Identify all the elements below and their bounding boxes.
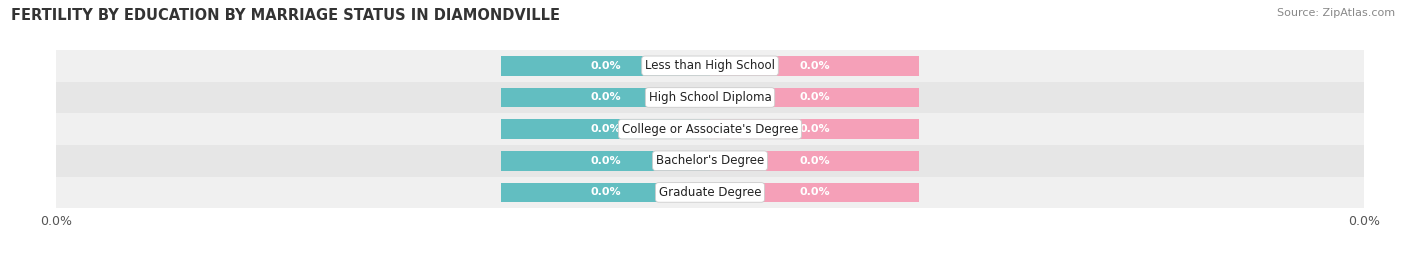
- Text: Source: ZipAtlas.com: Source: ZipAtlas.com: [1277, 8, 1395, 18]
- Bar: [56, 176, 1364, 208]
- Bar: [710, 183, 920, 202]
- Legend: Married, Unmarried: Married, Unmarried: [617, 264, 803, 269]
- Bar: [56, 82, 1364, 113]
- Bar: [56, 145, 1364, 176]
- Bar: [710, 88, 920, 107]
- Text: 0.0%: 0.0%: [591, 61, 620, 71]
- Bar: [501, 119, 710, 139]
- Text: 0.0%: 0.0%: [800, 124, 830, 134]
- Bar: [501, 151, 710, 171]
- Text: Less than High School: Less than High School: [645, 59, 775, 72]
- Text: 0.0%: 0.0%: [800, 156, 830, 166]
- Bar: [710, 56, 920, 76]
- Text: FERTILITY BY EDUCATION BY MARRIAGE STATUS IN DIAMONDVILLE: FERTILITY BY EDUCATION BY MARRIAGE STATU…: [11, 8, 560, 23]
- Text: Bachelor's Degree: Bachelor's Degree: [657, 154, 763, 167]
- Text: 0.0%: 0.0%: [591, 124, 620, 134]
- Text: 0.0%: 0.0%: [591, 187, 620, 197]
- Bar: [56, 50, 1364, 82]
- Bar: [710, 151, 920, 171]
- Bar: [56, 113, 1364, 145]
- Text: 0.0%: 0.0%: [591, 156, 620, 166]
- Text: 0.0%: 0.0%: [800, 61, 830, 71]
- Bar: [501, 56, 710, 76]
- Text: 0.0%: 0.0%: [800, 187, 830, 197]
- Text: 0.0%: 0.0%: [800, 93, 830, 102]
- Text: High School Diploma: High School Diploma: [648, 91, 772, 104]
- Bar: [501, 183, 710, 202]
- Text: 0.0%: 0.0%: [591, 93, 620, 102]
- Bar: [710, 119, 920, 139]
- Bar: [501, 88, 710, 107]
- Text: Graduate Degree: Graduate Degree: [659, 186, 761, 199]
- Text: College or Associate's Degree: College or Associate's Degree: [621, 123, 799, 136]
